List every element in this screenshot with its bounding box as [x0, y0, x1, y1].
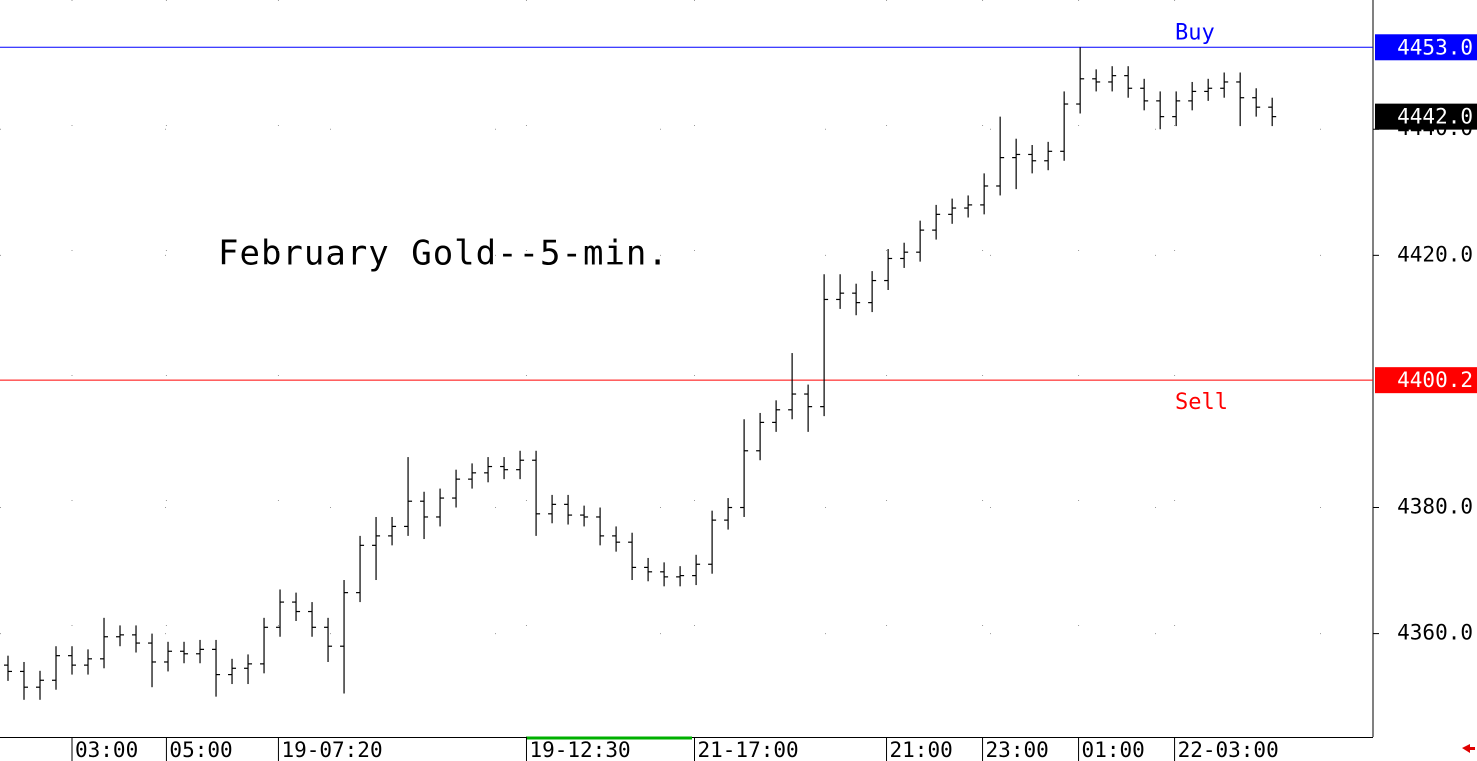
price-box: [1375, 103, 1477, 130]
x-tick-label: 21:00: [890, 738, 953, 761]
price-box: [1375, 34, 1477, 61]
x-tick-label: 21-17:00: [698, 738, 799, 761]
y-tick-label: 4380.0: [1397, 495, 1473, 519]
price-box-label: 4453.0: [1397, 35, 1473, 59]
y-tick-label: 4360.0: [1397, 621, 1473, 645]
x-tick-label: 22-03:00: [1178, 738, 1279, 761]
scroll-arrow: [1462, 744, 1475, 753]
y-tick-label: 4420.0: [1397, 242, 1473, 266]
level-name: Buy: [1175, 20, 1215, 45]
x-tick-label: 03:00: [75, 738, 138, 761]
x-tick-label: 01:00: [1082, 738, 1145, 761]
price-box: [1375, 367, 1477, 394]
level-name: Sell: [1175, 390, 1228, 415]
x-tick-label: 23:00: [986, 738, 1049, 761]
price-box-label: 4400.2: [1397, 368, 1473, 392]
chart-title: February Gold--5-min.: [218, 234, 669, 274]
price-box-label: 4442.0: [1397, 105, 1473, 129]
x-tick-label: 05:00: [169, 738, 232, 761]
x-tick-label: 19-07:20: [281, 738, 382, 761]
x-tick-label: 19-12:30: [529, 738, 630, 761]
